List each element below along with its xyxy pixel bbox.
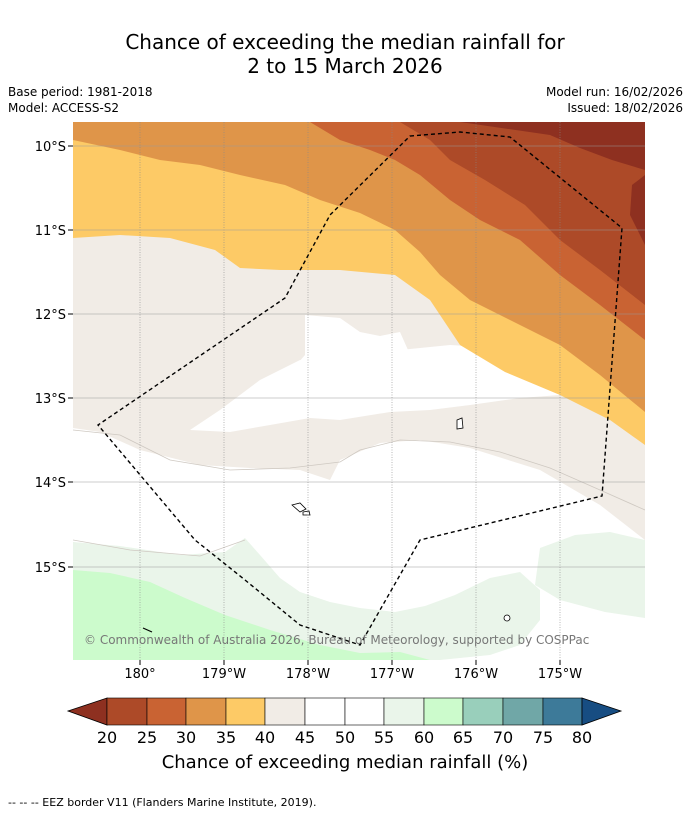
lon-label: 177°W (370, 667, 414, 682)
meta-left: Base period: 1981-2018 Model: ACCESS-S2 (8, 84, 153, 116)
lat-label: 15°S (35, 561, 66, 576)
title-line-2: 2 to 15 March 2026 (247, 54, 443, 78)
colorbar-over-arrow (581, 697, 623, 726)
land-island-1 (456, 417, 464, 430)
colorbar-tick: 35 (216, 728, 236, 747)
meta-right: Model run: 16/02/2026 Issued: 18/02/2026 (546, 84, 683, 116)
colorbar-tick: 40 (255, 728, 275, 747)
land-island-3 (302, 510, 311, 516)
lon-labels: 180° 179°W 178°W 177°W 176°W 175°W (124, 667, 582, 682)
colorbar-tick: 60 (414, 728, 434, 747)
colorbar-bin (225, 697, 266, 726)
colorbar-under-arrow (66, 697, 108, 726)
colorbar-bin (106, 697, 148, 726)
lat-label: 13°S (35, 392, 66, 407)
land-island-5 (142, 627, 153, 633)
colorbar-tick: 30 (176, 728, 196, 747)
colorbar-bin (185, 697, 227, 726)
region-55-60-east (535, 532, 645, 618)
lat-ticks (68, 145, 73, 568)
lon-label: 178°W (286, 667, 330, 682)
model-run: Model run: 16/02/2026 (545, 85, 683, 99)
region-under-20 (460, 122, 645, 170)
colorbar-tick: 25 (137, 728, 157, 747)
eez-footnote: -- -- -- EEZ border V11 (Flanders Marine… (8, 796, 317, 809)
model-name: Model: ACCESS-S2 (8, 101, 120, 115)
region-20-25 (400, 122, 645, 305)
title-line-1: Chance of exceeding the median rainfall … (125, 30, 565, 54)
colorbar-bin (264, 697, 306, 726)
land-island-2 (291, 502, 307, 513)
lat-label: 14°S (35, 476, 66, 491)
contour-lines (73, 429, 645, 557)
colorbar-bin (344, 697, 385, 726)
lat-label: 10°S (35, 140, 66, 155)
colorbar-bin (383, 697, 425, 726)
colorbar-bin (542, 697, 583, 726)
colorbar-bin (304, 697, 346, 726)
colorbar-bin (462, 697, 504, 726)
copyright-text: © Commonwealth of Australia 2026, Bureau… (84, 633, 590, 647)
lat-labels: 10°S 11°S 12°S 13°S 14°S 15°S (35, 140, 66, 576)
lon-ticks (139, 660, 561, 665)
colorbar-ticks: 20 25 30 35 40 45 50 55 60 65 70 75 80 (97, 728, 592, 747)
meridians (139, 122, 561, 660)
region-under-20-east (630, 175, 645, 245)
colorbar-tick: 70 (493, 728, 513, 747)
lon-label: 176°W (454, 667, 498, 682)
map-area (73, 122, 645, 660)
colorbar-tick: 45 (295, 728, 315, 747)
colorbar-tick: 80 (572, 728, 592, 747)
lon-label: 179°W (202, 667, 246, 682)
colorbar-tick: 55 (374, 728, 394, 747)
land-island-4 (503, 614, 511, 622)
base-period: Base period: 1981-2018 (8, 85, 153, 99)
region-white-center (290, 315, 408, 385)
colorbar-tick: 65 (453, 728, 473, 747)
colorbar-bin (146, 697, 187, 726)
region-60-65 (73, 570, 430, 660)
lon-label: 180° (124, 667, 155, 682)
issued-date: Issued: 18/02/2026 (567, 101, 683, 115)
colorbar: 20 25 30 35 40 45 50 55 60 65 70 75 80 (66, 697, 623, 747)
chart-title: Chance of exceeding the median rainfall … (0, 30, 690, 78)
eez-border (96, 131, 623, 646)
lat-label: 11°S (35, 224, 66, 239)
colorbar-label: Chance of exceeding median rainfall (%) (161, 752, 529, 773)
parallels (73, 145, 645, 568)
colorbar-bin (423, 697, 464, 726)
lon-label: 175°W (538, 667, 582, 682)
colorbar-bin (502, 697, 544, 726)
colorbar-tick: 75 (533, 728, 553, 747)
colorbar-tick: 50 (335, 728, 355, 747)
lat-label: 12°S (35, 308, 66, 323)
colorbar-tick: 20 (97, 728, 117, 747)
